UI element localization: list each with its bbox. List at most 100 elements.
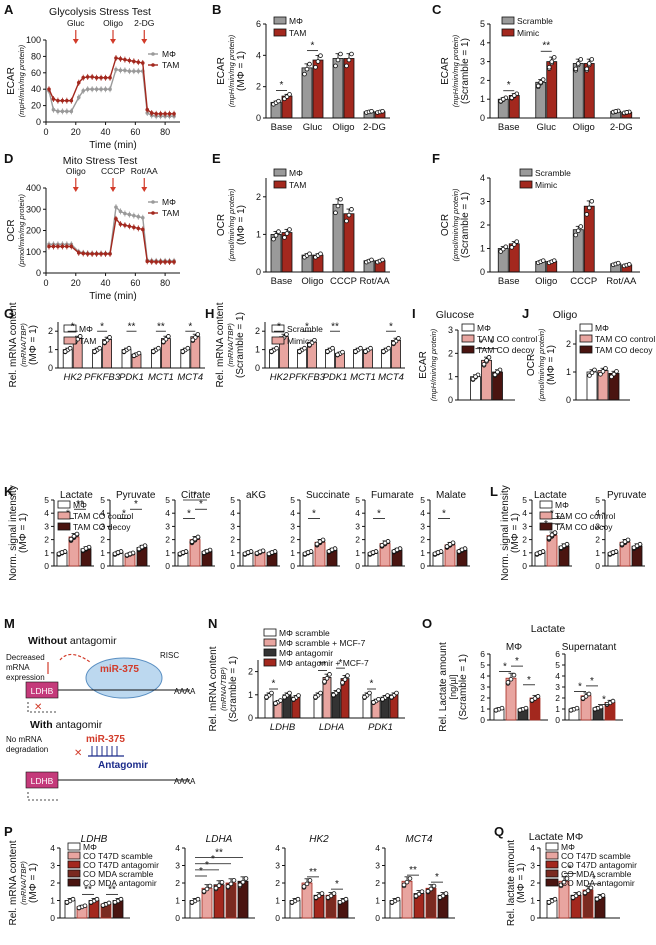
legend-label: MΦ <box>79 324 93 334</box>
data-point <box>369 257 374 263</box>
data-point <box>127 69 132 73</box>
x-tick-label: PDK1 <box>368 722 393 733</box>
data-point <box>56 109 60 114</box>
data-point <box>313 64 318 70</box>
subpanel-title: aKG <box>246 490 266 501</box>
data-point <box>613 109 619 114</box>
y-tick-label: 5 <box>480 19 485 29</box>
legend-label: MΦ <box>289 16 303 26</box>
data-point <box>435 550 441 555</box>
injection-label: Rot/AA <box>131 166 158 176</box>
legend-swatch <box>271 324 285 333</box>
y-tick-label: 1 <box>230 548 235 558</box>
x-tick-label: 60 <box>130 278 140 288</box>
y-tick-label: 0 <box>530 913 535 923</box>
data-point <box>76 251 81 255</box>
data-point <box>573 66 579 72</box>
y-tick-label: 3 <box>44 521 49 531</box>
legend-marker <box>151 63 155 67</box>
data-point <box>540 258 546 263</box>
data-point <box>180 349 186 354</box>
data-point <box>114 67 118 72</box>
legend-label: MΦ <box>555 500 569 510</box>
significance-mark: * <box>277 321 281 332</box>
data-point <box>81 75 86 80</box>
y-tick-label: 3 <box>175 861 180 871</box>
y-axis-label: (MΦ = 1) <box>236 51 247 91</box>
y-axis-label: Rel. mRNA content <box>8 302 19 387</box>
x-tick-label: Oligo <box>301 276 323 287</box>
data-point <box>190 337 196 343</box>
x-tick-label: 60 <box>130 127 140 137</box>
injection-arrowhead <box>141 187 148 192</box>
significance-mark: * <box>122 508 126 519</box>
data-point <box>564 876 570 881</box>
y-axis-label: (mRNA/TBP) <box>19 861 28 905</box>
series-line <box>48 205 175 262</box>
y-tick-label: 0 <box>255 363 260 373</box>
significance-mark: * <box>602 695 606 706</box>
data-point <box>395 896 401 902</box>
data-point <box>586 205 592 211</box>
data-point <box>282 694 287 700</box>
y-tick-label: 5 <box>290 495 295 505</box>
legend-label: TAM CO decoy <box>73 522 131 532</box>
y-tick-label: 1 <box>290 548 295 558</box>
data-point <box>163 260 167 264</box>
legend-label: TAM CO decoy <box>477 345 535 355</box>
y-tick-label: 4 <box>100 508 105 518</box>
legend-label: TAM CO decoy <box>555 522 613 532</box>
panel-letter-o: O <box>422 616 432 631</box>
data-point <box>94 75 99 80</box>
legend-label: MΦ <box>289 168 303 178</box>
legend-swatch <box>273 28 287 37</box>
legend-swatch <box>67 869 81 878</box>
data-point <box>131 353 137 358</box>
data-point <box>278 698 283 703</box>
y-tick-label: 0 <box>522 561 527 571</box>
data-point <box>204 886 210 892</box>
y-tick-label: 3 <box>275 861 280 871</box>
data-point <box>304 66 310 72</box>
y-tick-label: 6 <box>256 19 261 29</box>
inhibition-arrow <box>59 653 91 663</box>
y-axis-label: OCR <box>6 219 17 241</box>
significance-mark: * <box>435 872 439 883</box>
y-tick-label: 0 <box>480 267 485 277</box>
y-tick-label: 4 <box>480 173 485 183</box>
data-point <box>578 57 584 62</box>
data-point <box>369 108 374 114</box>
y-axis-label: Rel. Lactate amount <box>438 642 449 732</box>
data-point <box>76 80 81 85</box>
legend-swatch <box>461 345 475 354</box>
legend-label: MΦ <box>83 842 97 852</box>
y-tick-label: 4 <box>522 508 527 518</box>
y-tick-label: 3 <box>480 57 485 67</box>
y-axis-label: [ng/µl] <box>448 675 458 700</box>
x-tick-label: PDK1 <box>323 372 348 383</box>
panel-letter-q: Q <box>494 824 504 839</box>
data-point <box>431 883 437 889</box>
y-tick-label: 60 <box>31 68 41 78</box>
x-tick-label: LDHA <box>319 722 344 733</box>
legend-swatch <box>539 522 553 531</box>
y-tick-label: 1 <box>248 690 253 700</box>
y-axis-label: (mpH/min/mg protein) <box>429 328 438 401</box>
data-point <box>282 235 287 240</box>
data-point <box>158 112 163 116</box>
y-tick-label: 0 <box>165 561 170 571</box>
panel-letter-f: F <box>432 151 440 166</box>
subpanel-title: Succinate <box>306 490 350 501</box>
data-point <box>614 369 619 374</box>
data-point <box>166 334 171 339</box>
legend-label: CO T47D antagomir <box>561 860 637 870</box>
data-point <box>371 700 376 705</box>
y-tick-label: 0 <box>36 268 41 278</box>
data-point <box>317 539 323 544</box>
data-point <box>94 896 100 902</box>
data-point <box>586 691 592 697</box>
significance-mark: ** <box>215 848 223 859</box>
y-tick-label: 100 <box>26 247 41 257</box>
data-point <box>269 690 274 696</box>
significance-mark: * <box>193 490 197 501</box>
